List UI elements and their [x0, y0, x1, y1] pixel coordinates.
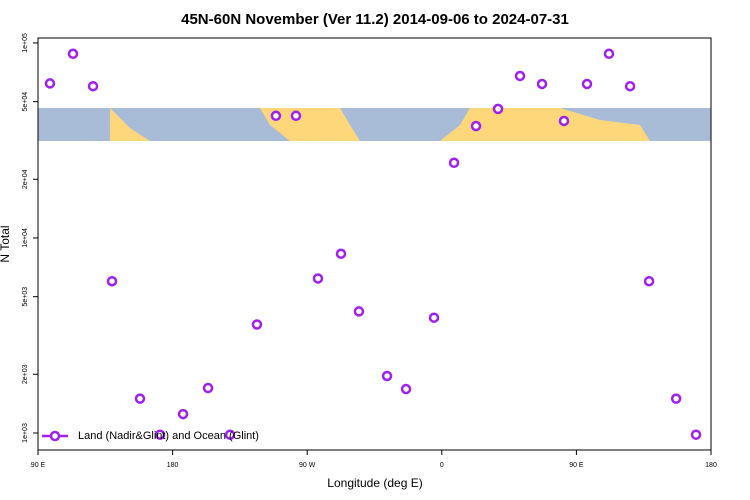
x-axis-label: Longitude (deg E) [327, 476, 422, 490]
point [381, 370, 393, 382]
y-tick-label: 5e+03 [22, 287, 29, 307]
y-tick-label: 1e+05 [22, 33, 29, 53]
point [106, 275, 118, 287]
point [690, 429, 702, 440]
y-tick-label: 1e+03 [22, 423, 29, 443]
point [670, 393, 682, 404]
point [558, 115, 570, 127]
x-tick-label: 180 [167, 462, 179, 469]
x-tick-label: 90 E [31, 462, 46, 469]
point [536, 78, 548, 90]
point [643, 275, 655, 287]
point [353, 306, 365, 317]
x-tick-label: 0 [440, 462, 444, 469]
legend-label: Land (Nadir&Glint) and Ocean (Glint) [78, 430, 259, 442]
y-axis-label: N Total [0, 225, 12, 262]
chart-title: 45N-60N November (Ver 11.2) 2014-09-06 t… [181, 11, 569, 28]
point [134, 393, 146, 404]
point [202, 382, 214, 394]
plot-frame [37, 37, 712, 451]
point [603, 48, 615, 60]
point [270, 110, 282, 122]
point [581, 78, 593, 90]
point [514, 70, 526, 82]
legend-marker [49, 430, 61, 442]
point [470, 120, 482, 132]
point [492, 103, 504, 115]
point [312, 273, 324, 284]
point [87, 80, 99, 92]
point [335, 248, 347, 259]
point [428, 312, 440, 323]
y-tick-label: 1e+04 [22, 228, 29, 248]
map-strip [38, 108, 711, 141]
point [290, 110, 302, 122]
y-tick-label: 2e+04 [22, 169, 29, 189]
point [177, 408, 189, 420]
point [154, 429, 166, 440]
y-tick-label: 2e+03 [22, 364, 29, 384]
x-tick-label: 90 E [569, 462, 584, 469]
y-tick-label: 5e+04 [22, 92, 29, 112]
point [44, 78, 56, 89]
x-tick-label: 90 W [299, 462, 316, 469]
point [224, 429, 236, 440]
x-tick-label: 180 [705, 462, 717, 469]
point [400, 383, 412, 395]
point [251, 319, 263, 330]
point [448, 157, 460, 169]
point [624, 80, 636, 92]
point [67, 48, 79, 60]
